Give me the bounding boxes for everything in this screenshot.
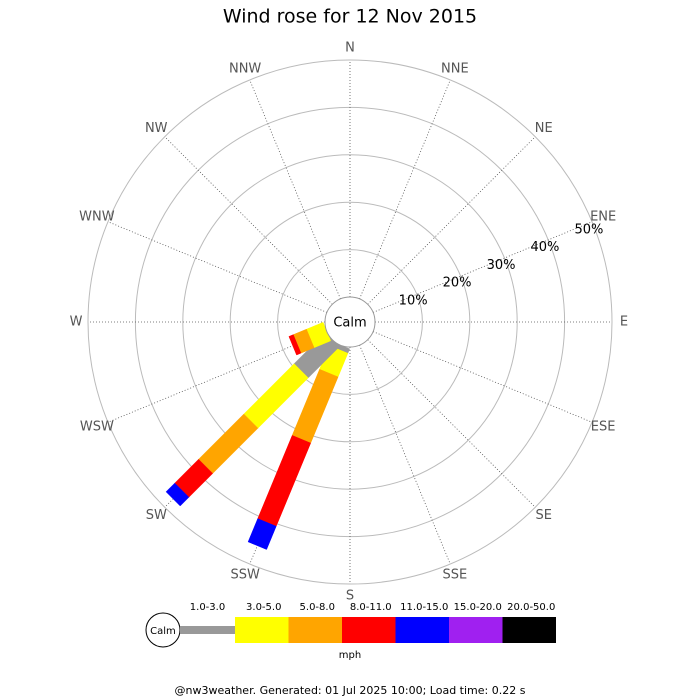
spoke [107,221,328,313]
legend-swatch [449,617,503,643]
direction-label: N [345,41,355,56]
chart-title: Wind rose for 12 Nov 2015 [223,6,477,28]
grid-ring [277,249,423,395]
spoke [359,79,451,300]
direction-label: NE [535,121,553,136]
legend-swatch [235,617,289,643]
legend-label: 3.0-5.0 [246,602,281,613]
spoke [164,136,333,305]
grid-ring [229,201,471,443]
r-tick-label: 10% [399,293,428,308]
direction-label: S [346,589,354,604]
legend-label: 8.0-11.0 [350,602,392,613]
calm-circle [324,296,376,348]
direction-label: W [70,315,83,330]
r-tick-label: 40% [531,240,560,255]
legend-unit: mph [339,650,361,661]
direction-label: ESE [591,419,616,434]
legend-label: 11.0-15.0 [400,602,448,613]
legend-calm-label: Calm [150,626,176,637]
r-tick-label: 50% [574,222,603,237]
direction-label: WNW [79,210,115,225]
direction-label: SW [146,508,167,523]
spoke [249,79,341,300]
direction-label: SSW [230,568,260,583]
legend-swatch [288,617,342,643]
bar-segment [247,518,277,550]
legend-swatch [502,617,556,643]
grid-ring [87,59,613,585]
direction-label: NNE [441,61,469,76]
legend-label: 15.0-20.0 [454,602,502,613]
direction-label: NW [145,121,168,136]
direction-label: E [620,315,628,330]
spoke [367,136,536,305]
legend-swatch [342,617,396,643]
calm-label: Calm [333,316,366,331]
legend-label: 1.0-3.0 [190,602,225,613]
footer: @nw3weather. Generated: 01 Jul 2025 10:0… [175,684,526,697]
bar-segment [288,334,302,356]
legend-label: 5.0-8.0 [300,602,335,613]
bar-segment [165,482,190,507]
direction-label: WSW [80,419,114,434]
legend-label: 20.0-50.0 [507,602,555,613]
spoke [367,339,536,508]
direction-label: NNW [229,61,261,76]
spoke [107,331,328,423]
direction-label: SSE [442,568,467,583]
legend-swatch [395,617,449,643]
spoke [372,331,593,423]
direction-label: SE [536,508,552,523]
direction-label: ENE [590,210,616,225]
grid-ring [182,154,518,490]
spoke [372,221,593,313]
r-tick-label: 30% [487,258,516,273]
r-tick-label: 20% [443,276,472,291]
spoke [359,344,451,565]
